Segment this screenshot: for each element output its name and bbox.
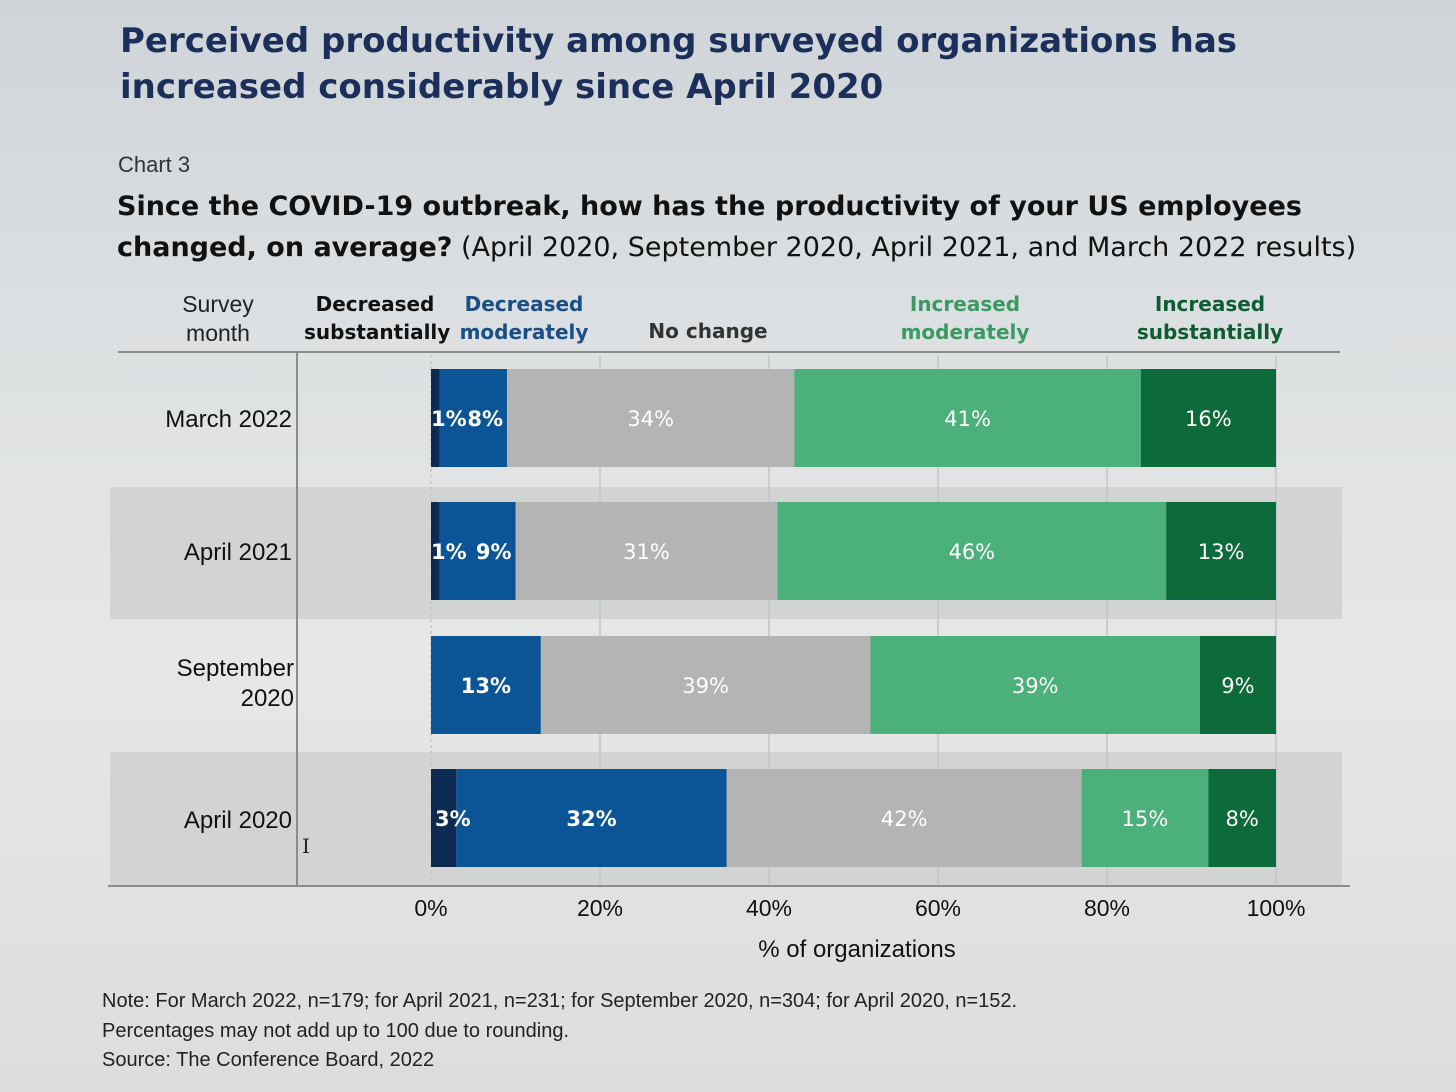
bar-segment [1140, 369, 1276, 467]
note-source: Source: The Conference Board, 2022 [102, 1049, 435, 1071]
data-label: 8% [467, 407, 503, 431]
bar-segment [870, 636, 1200, 734]
question-normal: (April 2020, September 2020, April 2021,… [452, 232, 1357, 263]
note-rounding: Percentages may not add up to 100 due to… [102, 1020, 570, 1042]
data-label: 42% [881, 807, 928, 831]
chart-number: Chart 3 [118, 152, 191, 177]
header-decreased-moderately: Decreased moderately [459, 292, 589, 344]
bar-segment [1081, 769, 1209, 867]
x-tick-label: 80% [1084, 895, 1130, 921]
data-label: 32% [566, 807, 616, 831]
headline: Perceived productivity among surveyed or… [120, 18, 1270, 110]
headline-line-2: increased considerably since April 2020 [120, 67, 884, 107]
data-label: 31% [623, 540, 670, 564]
bar-segment [431, 369, 440, 467]
data-label: 41% [944, 407, 991, 431]
note-sample-sizes: Note: For March 2022, n=179; for April 2… [102, 990, 1018, 1012]
x-tick-label: 100% [1247, 895, 1306, 921]
chart-question: Since the COVID-19 outbreak, how has the… [117, 186, 1357, 268]
bar-segment [794, 369, 1141, 467]
bar-segment [456, 769, 727, 867]
bar-segment [431, 769, 457, 867]
axis-rule [108, 885, 1350, 887]
bar-segment [1199, 636, 1276, 734]
x-tick-label: 60% [915, 895, 961, 921]
bar-segment [439, 502, 516, 600]
data-label: 1% [431, 407, 467, 431]
text-cursor-icon: I [302, 834, 310, 858]
x-tick-label: 20% [577, 895, 623, 921]
data-label: 39% [682, 674, 729, 698]
data-label: 34% [627, 407, 674, 431]
x-tick-label: 40% [746, 895, 792, 921]
label-divider [296, 353, 298, 887]
headline-line-1: Perceived productivity among surveyed or… [120, 21, 1238, 61]
bar-segment [431, 502, 440, 600]
data-label: 46% [948, 540, 995, 564]
bar-segment [515, 502, 778, 600]
bar-segment [431, 636, 541, 734]
row-label-september-2020: September 2020 [176, 655, 294, 712]
data-label: 39% [1012, 674, 1059, 698]
bar-segment [1208, 769, 1276, 867]
bar-segment [540, 636, 871, 734]
header-increased-substantially: Increased substantially [1136, 292, 1284, 344]
header-increased-moderately: Increased moderately [900, 292, 1030, 344]
data-label: 13% [461, 674, 511, 698]
data-label: 13% [1198, 540, 1245, 564]
data-label: 3% [435, 807, 471, 831]
header-survey-month: Survey month [182, 291, 254, 346]
bar-segment [726, 769, 1082, 867]
data-label: 15% [1122, 807, 1169, 831]
bar-segment [777, 502, 1167, 600]
header-rule [118, 351, 1340, 353]
bar-segment [439, 369, 508, 467]
bar-segment [1166, 502, 1276, 600]
data-label: 1% [431, 540, 467, 564]
row-label-april-2020: April 2020 [183, 807, 292, 834]
row-label-march-2022: March 2022 [165, 406, 292, 433]
row-label-april-2021: April 2021 [183, 539, 292, 566]
data-label: 8% [1226, 807, 1259, 831]
x-axis-title: % of organizations [758, 936, 955, 963]
header-decreased-substantially: Decreased substantially [304, 292, 451, 344]
data-label: 16% [1185, 407, 1232, 431]
data-label: 9% [1221, 674, 1254, 698]
header-no-change: No change [648, 319, 768, 343]
data-label: 9% [476, 540, 512, 564]
x-tick-label: 0% [414, 895, 447, 921]
question-bold: Since the COVID-19 outbreak, how has the… [117, 191, 1302, 263]
bar-segment [507, 369, 795, 467]
